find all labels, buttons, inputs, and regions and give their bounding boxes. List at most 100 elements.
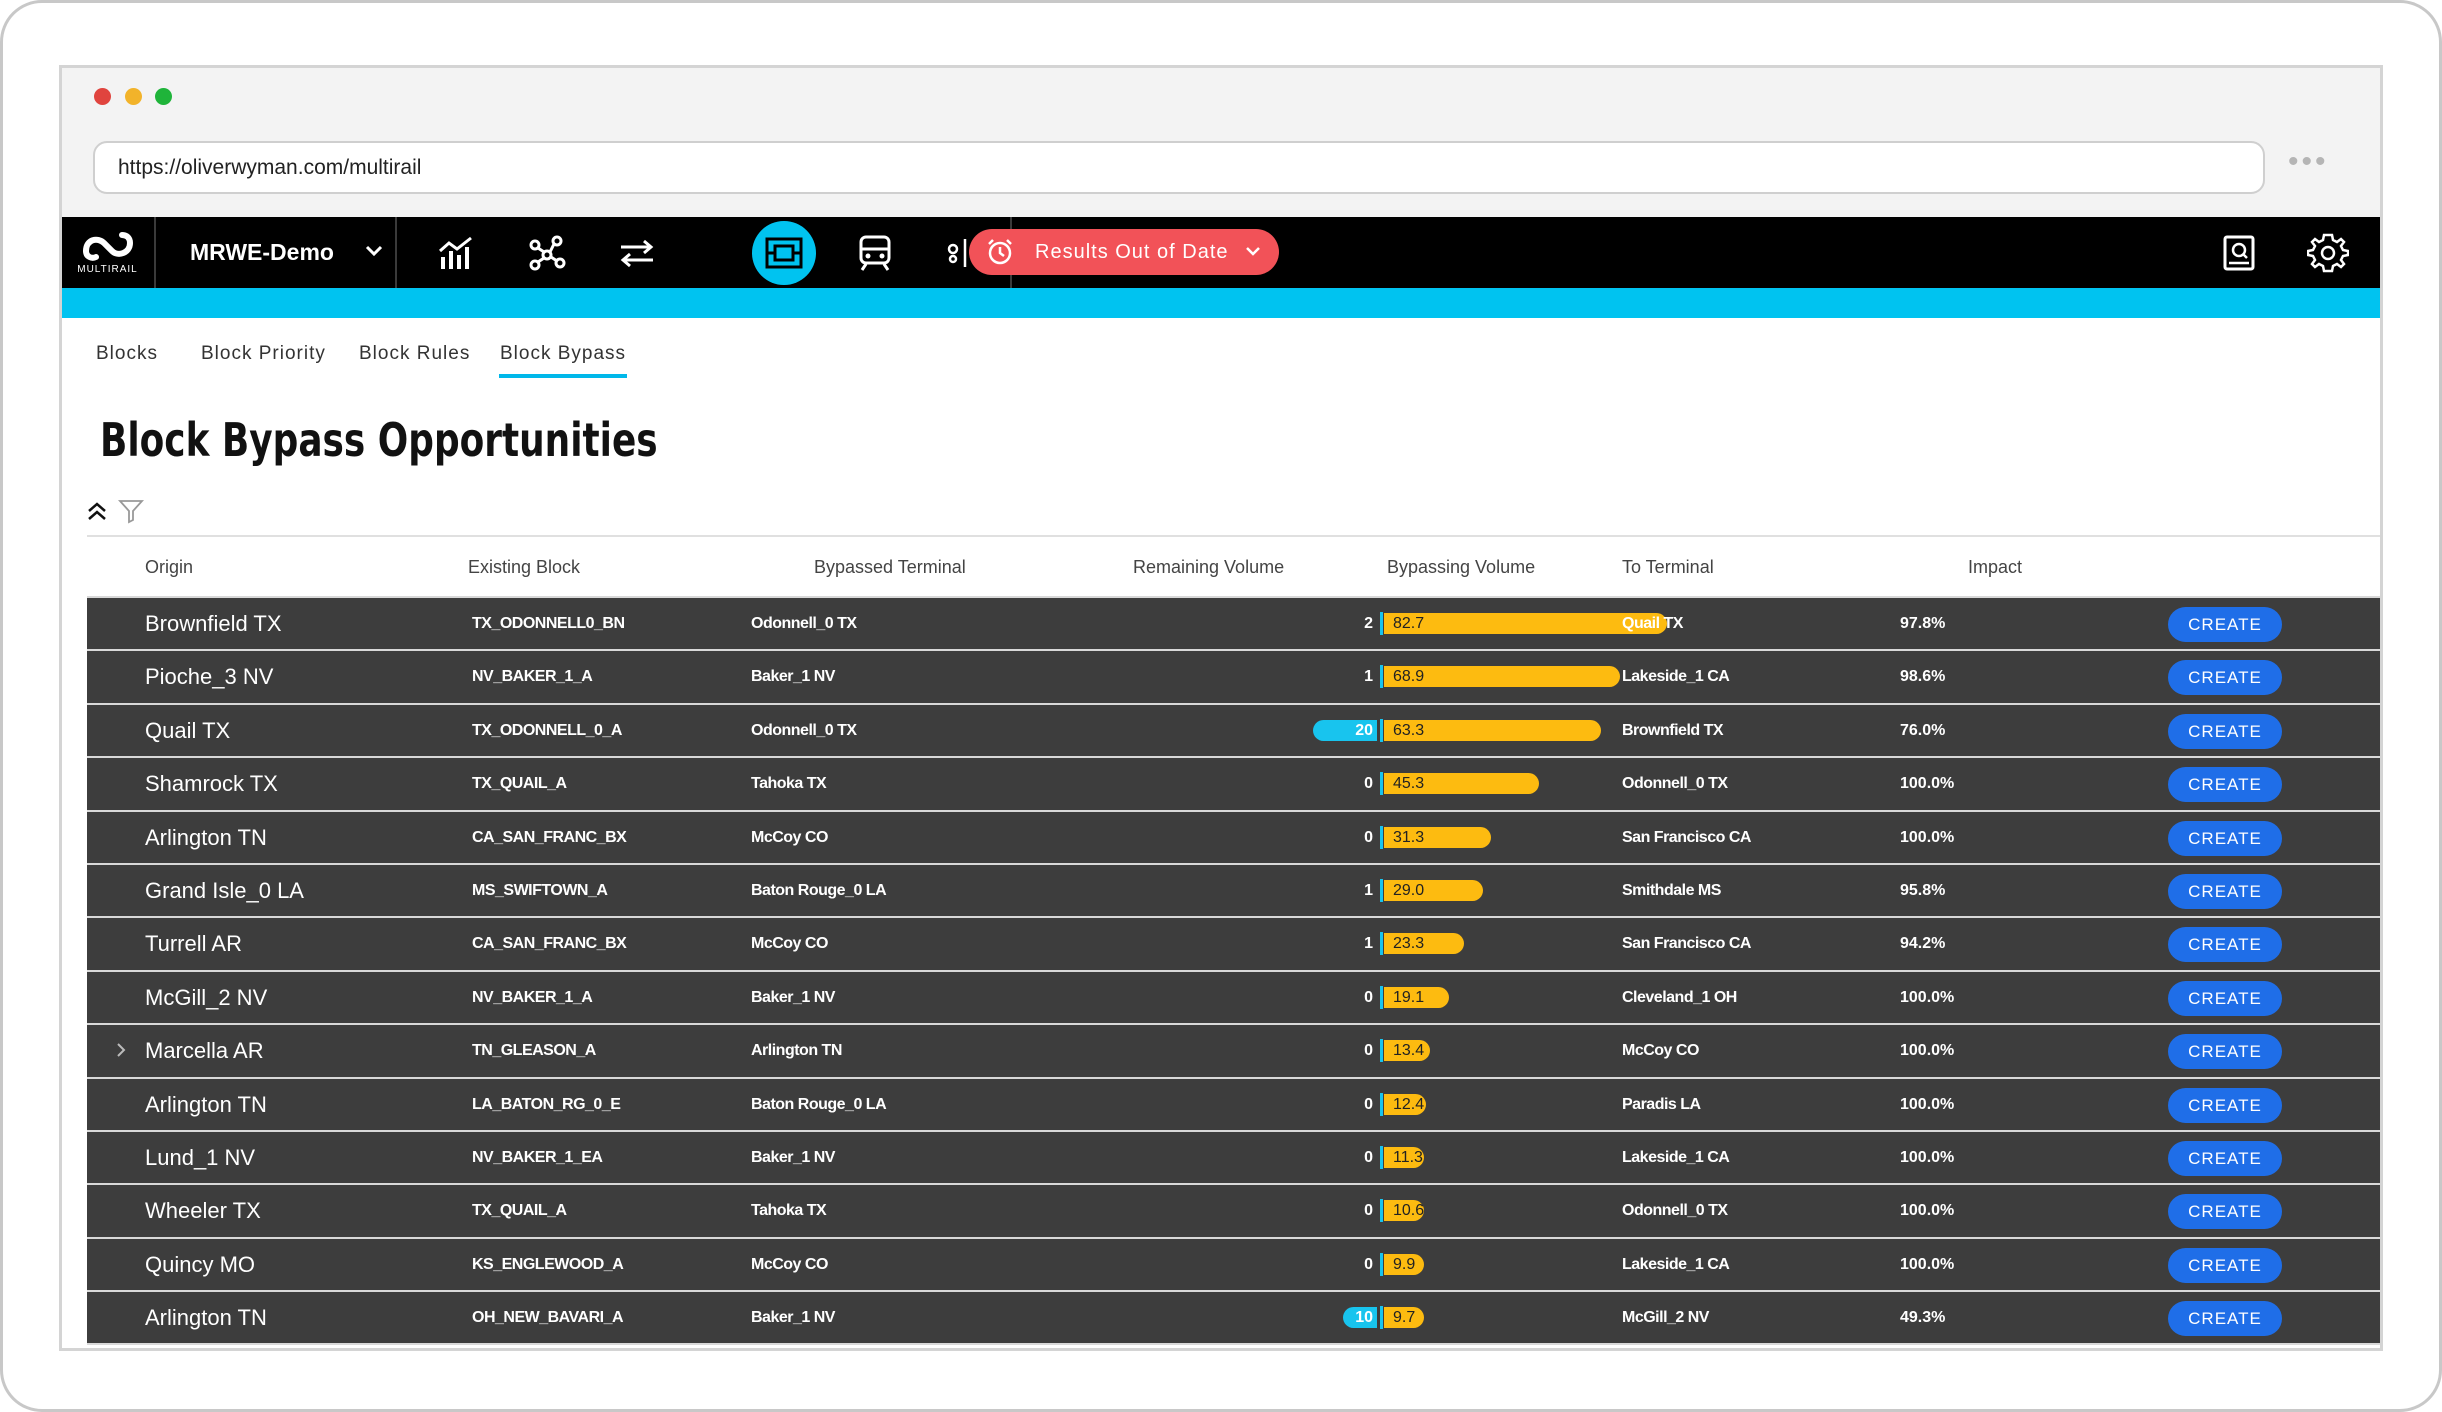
header-remaining-volume[interactable]: Remaining Volume [1133, 557, 1285, 577]
block-view-icon[interactable] [752, 221, 816, 285]
table-row[interactable]: Arlington TN CA_SAN_FRANC_BX McCoy CO 0 31.3… [87, 811, 2380, 865]
tab-block-rules[interactable]: Block Rules [359, 343, 471, 364]
create-button[interactable]: CREATE [2168, 1087, 2282, 1123]
bypassing-volume-value: 19.1 [1393, 988, 1425, 1006]
close-window-dot[interactable] [94, 88, 111, 105]
multirail-logo[interactable]: MULTIRAIL [62, 217, 153, 288]
collapse-all-icon[interactable] [86, 500, 108, 522]
chevron-down-icon[interactable] [364, 244, 384, 258]
cell-origin: McGill_2 NV [145, 984, 268, 1010]
bypassing-volume-bar [1384, 773, 1540, 795]
create-button[interactable]: CREATE [2168, 607, 2282, 642]
remaining-volume-cell: 0 [1227, 1185, 1377, 1236]
table-row[interactable]: Shamrock TX TX_QUAIL_A Tahoka TX 0 45.3 Odonn… [87, 758, 2380, 812]
transfer-arrows-icon[interactable] [614, 230, 660, 276]
create-button[interactable]: CREATE [2168, 1034, 2282, 1070]
cell-impact: 100.0% [1900, 1095, 1955, 1113]
volume-divider [1380, 718, 1383, 742]
create-button[interactable]: CREATE [2168, 767, 2282, 803]
header-existing-block[interactable]: Existing Block [468, 557, 581, 577]
header-origin[interactable]: Origin [145, 557, 194, 577]
cell-impact: 94.2% [1900, 935, 1946, 953]
tab-block-bypass[interactable]: Block Bypass [500, 343, 627, 364]
maximize-window-dot[interactable] [155, 88, 172, 105]
table-row[interactable]: Marcella AR TN_GLEASON_A Arlington TN 0 13.4… [87, 1025, 2380, 1079]
table-row[interactable]: Arlington TN OH_NEW_BAVARI_A Baker_1 NV 10 9… [87, 1292, 2380, 1346]
header-to-terminal[interactable]: To Terminal [1622, 557, 1714, 577]
table-row[interactable]: Arlington TN LA_BATON_RG_0_E Baton Rouge_0… [87, 1078, 2380, 1132]
create-button[interactable]: CREATE [2168, 980, 2282, 1016]
create-button[interactable]: CREATE [2168, 660, 2282, 696]
create-button[interactable]: CREATE [2168, 873, 2282, 909]
results-out-of-date-button[interactable]: Results Out of Date [969, 229, 1279, 275]
analytics-chart-icon[interactable] [434, 230, 480, 276]
bypassing-volume-bar [1384, 1253, 1424, 1275]
create-button[interactable]: CREATE [2168, 1194, 2282, 1230]
create-button[interactable]: CREATE [2168, 713, 2282, 749]
create-button[interactable]: CREATE [2168, 927, 2282, 963]
browser-more-icon[interactable]: ••• [2288, 145, 2329, 178]
tab-blocks[interactable]: Blocks [96, 343, 158, 364]
table-row[interactable]: Wheeler TX TX_QUAIL_A Tahoka TX 0 10.6 Odonne… [87, 1185, 2380, 1239]
cell-to-terminal: Brownfield TX [1622, 721, 1724, 739]
create-button[interactable]: CREATE [2168, 1140, 2282, 1176]
table-row[interactable]: Grand Isle_0 LA MS_SWIFTOWN_A Baton Rouge_… [87, 864, 2380, 919]
cell-existing-block: TX_ODONNELL0_BN [472, 615, 625, 632]
book-search-icon[interactable] [2216, 230, 2262, 276]
table-row[interactable]: McGill_2 NV NV_BAKER_1_A Baker_1 NV 0 19.1 Cl… [87, 971, 2380, 1026]
tab-block-priority[interactable]: Block Priority [201, 343, 326, 364]
remaining-volume-cell: 1 [1227, 865, 1377, 916]
gear-icon[interactable] [2305, 230, 2351, 276]
multirail-logo-icon [82, 231, 133, 261]
address-bar[interactable]: https://oliverwyman.com/multirail [93, 141, 2265, 194]
cell-origin: Quincy MO [145, 1251, 256, 1277]
table-row[interactable]: Lund_1 NV NV_BAKER_1_EA Baker_1 NV 0 11.3 Lak… [87, 1131, 2380, 1186]
table-row[interactable]: Pioche_3 NV NV_BAKER_1_A Baker_1 NV 1 68.9 La… [87, 651, 2380, 705]
create-button[interactable]: CREATE [2168, 820, 2282, 856]
project-selector[interactable]: MRWE-Demo [190, 239, 334, 265]
bypassing-volume-value: 68.9 [1393, 668, 1425, 686]
table-row[interactable]: Brownfield TX TX_ODONNELL0_BN Odonnell_0 T… [87, 598, 2380, 652]
train-icon[interactable] [852, 230, 898, 276]
cell-origin: Marcella AR [145, 1038, 264, 1064]
bypassing-volume-value: 9.7 [1393, 1309, 1416, 1327]
bypassing-volume-value: 13.4 [1393, 1042, 1425, 1060]
create-button[interactable]: CREATE [2168, 1301, 2282, 1337]
cell-origin: Arlington TN [145, 1305, 267, 1331]
remaining-volume-value: 10 [1355, 1309, 1373, 1327]
bypassing-volume-bar [1384, 879, 1484, 901]
cell-to-terminal: Quail TX [1622, 615, 1683, 632]
bypassing-volume-value: 63.3 [1393, 721, 1425, 739]
table-row[interactable]: Turrell AR CA_SAN_FRANC_BX McCoy CO 1 23.3 Sa… [87, 918, 2380, 972]
remaining-volume-value: 1 [1364, 881, 1373, 899]
remaining-volume-value: 1 [1364, 668, 1373, 686]
cell-to-terminal: Smithdale MS [1622, 881, 1721, 899]
cell-to-terminal: Lakeside_1 CA [1622, 668, 1730, 686]
cell-origin: Arlington TN [145, 824, 267, 850]
cell-bypassed-terminal: Arlington TN [751, 1042, 842, 1060]
cell-impact: 100.0% [1900, 1202, 1955, 1220]
cell-bypassed-terminal: Odonnell_0 TX [751, 721, 857, 739]
bypassing-volume-bar [1384, 719, 1601, 741]
alert-label: Results Out of Date [1035, 241, 1229, 263]
header-bypassing-volume[interactable]: Bypassing Volume [1387, 557, 1536, 577]
table-row[interactable]: Quincy MO KS_ENGLEWOOD_A McCoy CO 0 9.9 Lakes… [87, 1238, 2380, 1293]
cell-impact: 49.3% [1900, 1309, 1946, 1327]
header-bypassed-terminal[interactable]: Bypassed Terminal [814, 557, 966, 577]
table-row[interactable]: Quail TX TX_ODONNELL_0_A Odonnell_0 TX 20 63… [87, 704, 2380, 759]
volume-divider [1380, 932, 1383, 956]
header-impact[interactable]: Impact [1968, 557, 2023, 577]
chevron-right-icon[interactable] [115, 1041, 127, 1059]
filter-icon[interactable] [118, 498, 144, 524]
cell-origin: Pioche_3 NV [145, 664, 274, 690]
cell-to-terminal: San Francisco CA [1622, 935, 1751, 953]
network-nodes-icon[interactable] [524, 230, 570, 276]
cell-existing-block: NV_BAKER_1_EA [472, 1148, 603, 1166]
bypassing-volume-value: 11.3 [1393, 1148, 1423, 1166]
minimize-window-dot[interactable] [125, 88, 142, 105]
cell-existing-block: NV_BAKER_1_A [472, 988, 593, 1006]
remaining-volume-value: 1 [1364, 935, 1373, 953]
cell-to-terminal: Odonnell_0 TX [1622, 1202, 1728, 1220]
remaining-volume-cell: 0 [1227, 1132, 1377, 1183]
create-button[interactable]: CREATE [2168, 1247, 2282, 1283]
